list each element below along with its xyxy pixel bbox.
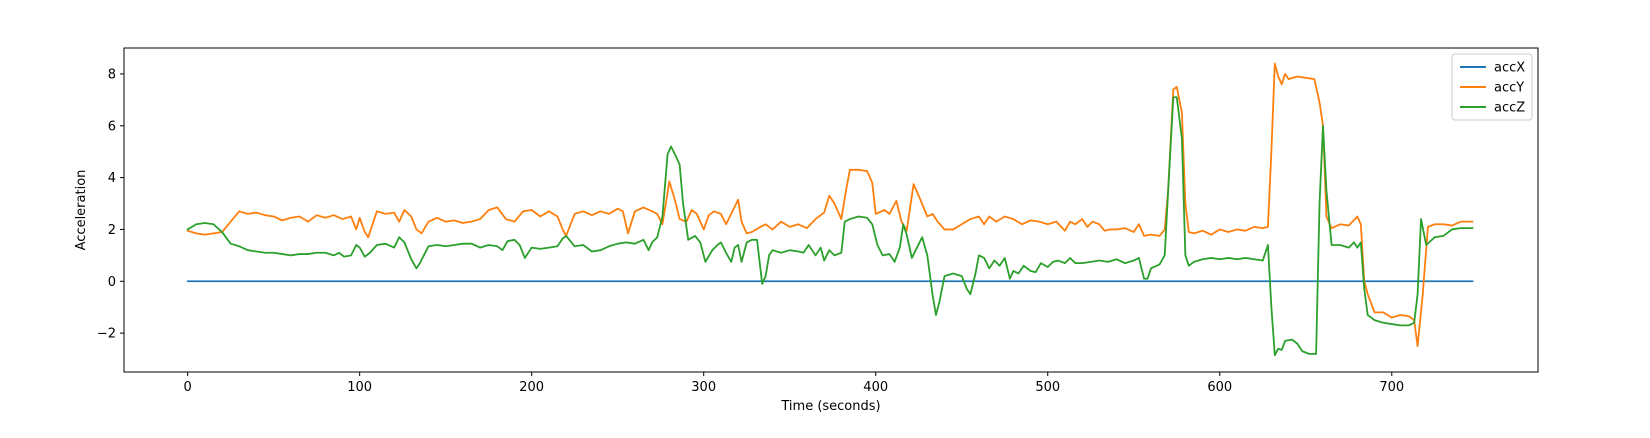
legend-label-accZ: accZ <box>1494 101 1525 116</box>
legend-box <box>1451 53 1533 121</box>
x-tick-label: 200 <box>519 380 544 395</box>
x-tick-label: 400 <box>863 380 888 395</box>
y-tick-label: 4 <box>108 171 116 186</box>
legend-label-accY: accY <box>1494 81 1524 96</box>
series-line-accZ <box>186 96 1474 357</box>
x-tick-label: 100 <box>347 380 372 395</box>
legend: accX accY accZ <box>1451 53 1533 121</box>
x-tick-label: 300 <box>691 380 716 395</box>
x-axis-label: Time (seconds) <box>780 399 880 414</box>
plot-area <box>123 47 1539 373</box>
x-tick-label: 600 <box>1207 380 1232 395</box>
axes-frame <box>123 47 1539 373</box>
series-layer <box>186 62 1474 357</box>
y-tick-label: 6 <box>108 119 116 134</box>
x-tick-label: 0 <box>184 380 192 395</box>
y-axis: −2 0 2 4 6 8 <box>97 67 124 342</box>
x-tick-label: 700 <box>1379 380 1404 395</box>
x-tick-label: 500 <box>1035 380 1060 395</box>
legend-label-accX: accX <box>1494 61 1525 76</box>
y-tick-label: 2 <box>108 223 116 238</box>
y-tick-label: −2 <box>97 327 116 342</box>
y-axis-label: Acceleration <box>74 170 89 251</box>
y-tick-label: 8 <box>108 67 116 82</box>
series-line-accY <box>186 62 1474 347</box>
y-tick-label: 0 <box>108 275 116 290</box>
x-axis: 0 100 200 300 400 500 600 700 <box>184 372 1404 395</box>
